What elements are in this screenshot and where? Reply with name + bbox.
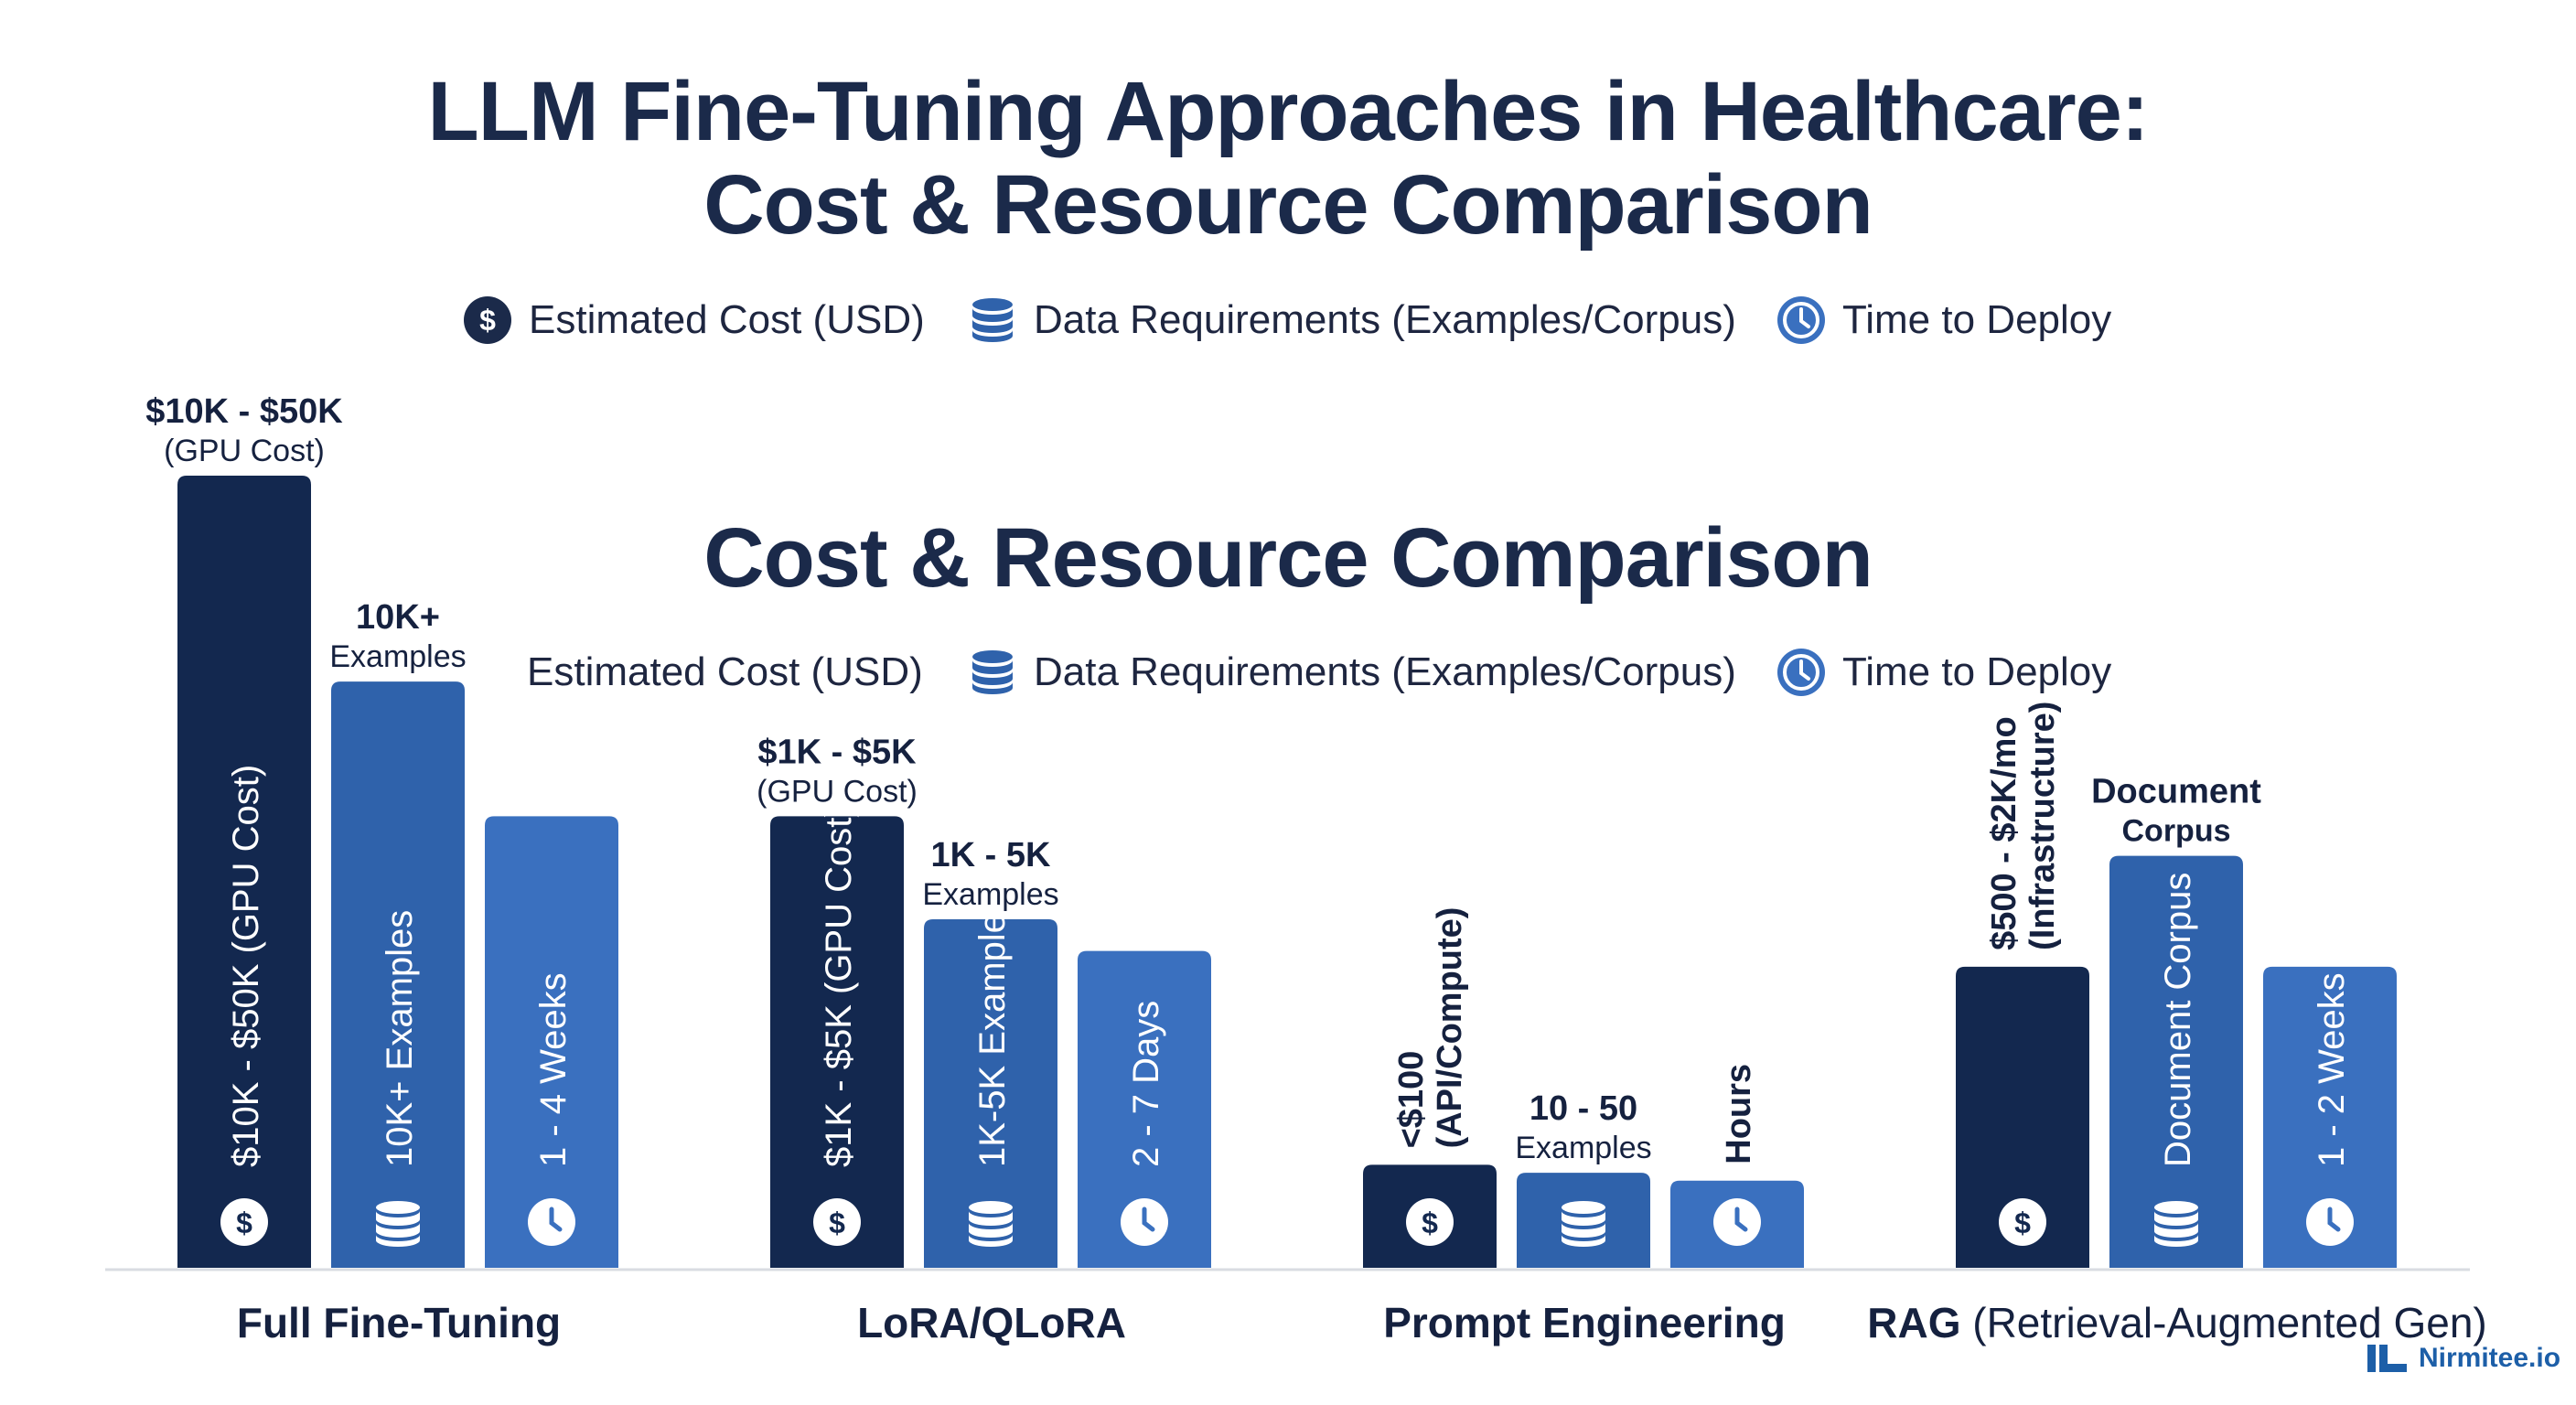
- bar-top-label-data-1: 1K - 5K: [931, 836, 1051, 874]
- dollar-icon: $: [464, 296, 511, 344]
- bar-data-1: [924, 918, 1057, 1268]
- chart-title-line-1: LLM Fine-Tuning Approaches in Healthcare…: [427, 65, 2150, 158]
- bar-top-sublabel-cost-0: (GPU Cost): [164, 434, 325, 468]
- database-icon: [2154, 1201, 2198, 1247]
- svg-text:$: $: [1422, 1207, 1438, 1239]
- bar-inside-label-time-3: 1 - 2 Weeks: [2312, 972, 2352, 1167]
- nirmitee-logo-icon: [2367, 1345, 2407, 1372]
- legend-label: Data Requirements (Examples/Corpus): [1034, 649, 1736, 694]
- dollar-icon: $: [220, 1198, 268, 1246]
- dollar-icon: $: [1406, 1198, 1454, 1246]
- bar-top-sublabel-data-0: Examples: [329, 639, 466, 674]
- bar-cost-0: [177, 476, 311, 1268]
- legend-item-time: Time to Deploy: [1776, 293, 2111, 348]
- legend-label: Estimated Cost (USD): [529, 297, 925, 342]
- watermark-text: Nirmitee.io: [2419, 1343, 2561, 1373]
- bar-top-label-cost-2: <$100: [1392, 1051, 1431, 1149]
- clock-icon: [1777, 649, 1825, 696]
- bar-top-label-cost-1: $1K - $5K: [757, 733, 917, 771]
- clock-icon: [1713, 1198, 1761, 1246]
- bar-top-sublabel-cost-2: (API/Compute): [1431, 907, 1469, 1149]
- legend-label: Time to Deploy: [1842, 297, 2112, 342]
- bar-top-sublabel-data-2: Examples: [1515, 1131, 1651, 1165]
- svg-text:$: $: [236, 1207, 252, 1239]
- bar-cost-3: [1956, 966, 2089, 1268]
- legend-item-data: Data Requirements (Examples/Corpus): [968, 293, 1736, 348]
- bar-top-sublabel-cost-3: (Infrastructure): [2023, 702, 2062, 950]
- legend-label: Estimated Cost (USD): [527, 649, 923, 694]
- watermark: Nirmitee.io: [2366, 1343, 2560, 1374]
- chart-title-repeat: Cost & Resource Comparison: [703, 511, 1873, 605]
- dollar-icon: $: [813, 1198, 861, 1246]
- bar-top-label-cost-3: $500 - $2K/mo: [1985, 716, 2023, 950]
- dollar-icon: $: [1999, 1198, 2046, 1246]
- database-icon: [972, 298, 1013, 342]
- clock-icon: [2306, 1198, 2354, 1246]
- bar-inside-label-time-0: 1 - 4 Weeks: [533, 972, 574, 1167]
- category-label-1: LoRA/QLoRA: [857, 1299, 1126, 1346]
- legend-repeat-item-time: Time to Deploy: [1776, 645, 2111, 700]
- bar-data-3: [2109, 855, 2243, 1268]
- bar-top-label-data-0: 10K+: [356, 598, 440, 637]
- bar-cost-1: [770, 816, 904, 1268]
- bar-time-0: [485, 816, 618, 1268]
- bar-top-label-time-2: Hours: [1720, 1064, 1758, 1164]
- category-label-2: Prompt Engineering: [1383, 1299, 1786, 1346]
- category-label-3: RAG (Retrieval-Augmented Gen): [1867, 1299, 2486, 1346]
- bar-top-label-cost-0: $10K - $50K: [145, 392, 343, 431]
- svg-text:$: $: [829, 1207, 845, 1239]
- svg-text:$: $: [2014, 1207, 2031, 1239]
- bar-top-sublabel-data-3: Corpus: [2122, 814, 2231, 849]
- clock-icon: [528, 1198, 575, 1246]
- bar-time-1: [1078, 950, 1211, 1268]
- bar-inside-label-data-1: 1K-5K Examples: [972, 895, 1013, 1167]
- bar-time-3: [2263, 966, 2397, 1268]
- clock-icon: [1121, 1198, 1168, 1246]
- clock-icon: [1777, 296, 1825, 344]
- bar-top-sublabel-data-1: Examples: [922, 877, 1058, 912]
- legend-item-cost: $ Estimated Cost (USD): [463, 293, 925, 348]
- database-icon: [972, 650, 1013, 694]
- bar-data-0: [331, 681, 465, 1268]
- bar-inside-label-data-3: Document Corpus: [2158, 873, 2198, 1167]
- svg-text:$: $: [479, 304, 496, 337]
- bar-top-label-data-3: Document: [2091, 773, 2261, 811]
- legend-label: Time to Deploy: [1842, 649, 2112, 694]
- legend-label: Data Requirements (Examples/Corpus): [1034, 297, 1736, 342]
- category-label-0: Full Fine-Tuning: [237, 1299, 561, 1346]
- database-icon: [1562, 1201, 1605, 1247]
- bar-inside-label-time-1: 2 - 7 Days: [1126, 1001, 1166, 1167]
- bar-top-sublabel-cost-1: (GPU Cost): [757, 774, 918, 809]
- database-icon: [376, 1201, 420, 1247]
- bar-top-label-data-2: 10 - 50: [1530, 1089, 1637, 1128]
- legend-repeat-item-cost: Estimated Cost (USD): [527, 645, 923, 700]
- bar-inside-label-cost-0: $10K - $50K (GPU Cost): [226, 765, 266, 1167]
- chart-title-line-2: Cost & Resource Comparison: [703, 158, 1873, 252]
- legend-repeat-item-data: Data Requirements (Examples/Corpus): [968, 645, 1736, 700]
- bar-inside-label-data-0: 10K+ Examples: [380, 910, 420, 1167]
- database-icon: [969, 1201, 1013, 1247]
- bar-inside-label-cost-1: $1K - $5K (GPU Cost): [819, 805, 859, 1167]
